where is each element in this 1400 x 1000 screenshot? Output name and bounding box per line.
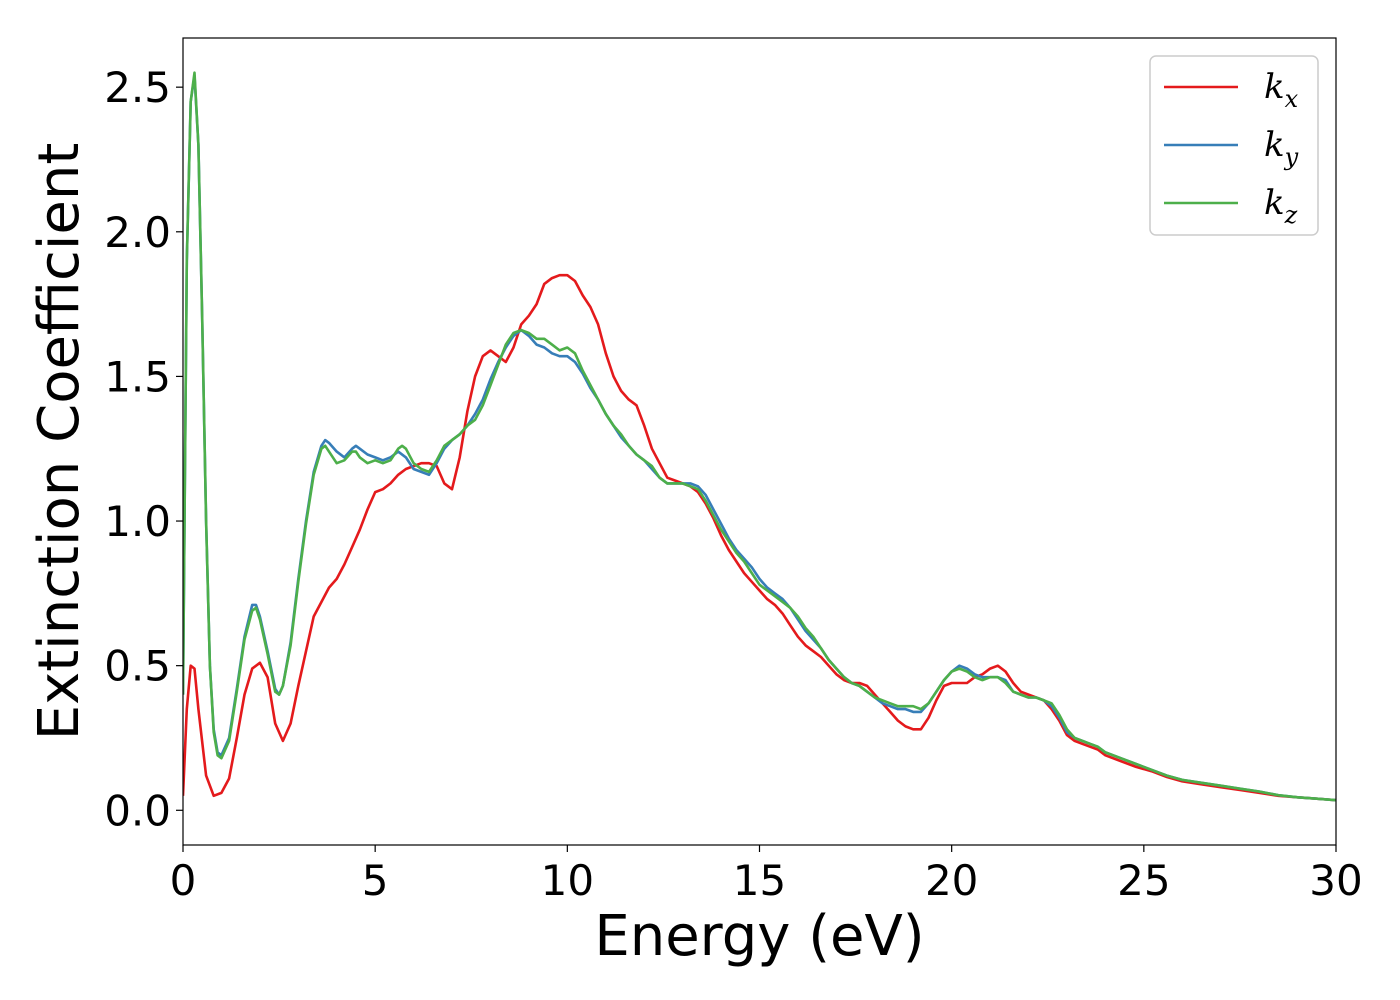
x-tick-label: 30 xyxy=(1309,856,1362,905)
x-axis-label: Energy (eV) xyxy=(594,904,924,969)
series-line-k-z xyxy=(183,71,1336,802)
x-tick-label: 5 xyxy=(362,856,389,905)
y-tick-label: 2.5 xyxy=(104,63,171,112)
legend-label: ky xyxy=(1264,125,1299,171)
y-tick-label: 2.0 xyxy=(104,208,171,257)
x-axis-ticks: 0 5 10 15 20 25 30 xyxy=(170,845,1363,905)
x-tick-label: 20 xyxy=(925,856,978,905)
legend-item-k-y: ky xyxy=(1164,125,1299,171)
legend-label: kx xyxy=(1264,67,1299,113)
legend-item-k-x: kx xyxy=(1164,67,1299,113)
legend-item-k-z: kz xyxy=(1164,183,1298,229)
series-lines xyxy=(183,71,1336,802)
legend-label: kz xyxy=(1264,183,1298,229)
y-axis-label: Extinction Coefficient xyxy=(27,143,92,741)
y-tick-label: 0.0 xyxy=(104,786,171,835)
legend: kx ky kz xyxy=(1149,55,1319,236)
x-tick-label: 10 xyxy=(541,856,594,905)
x-tick-label: 15 xyxy=(733,856,786,905)
x-tick-label: 0 xyxy=(170,856,197,905)
y-tick-label: 1.5 xyxy=(104,352,171,401)
y-tick-label: 0.5 xyxy=(104,642,171,691)
y-tick-label: 1.0 xyxy=(104,497,171,546)
y-axis-ticks: 0.0 0.5 1.0 1.5 2.0 2.5 xyxy=(104,63,183,835)
x-tick-label: 25 xyxy=(1117,856,1170,905)
